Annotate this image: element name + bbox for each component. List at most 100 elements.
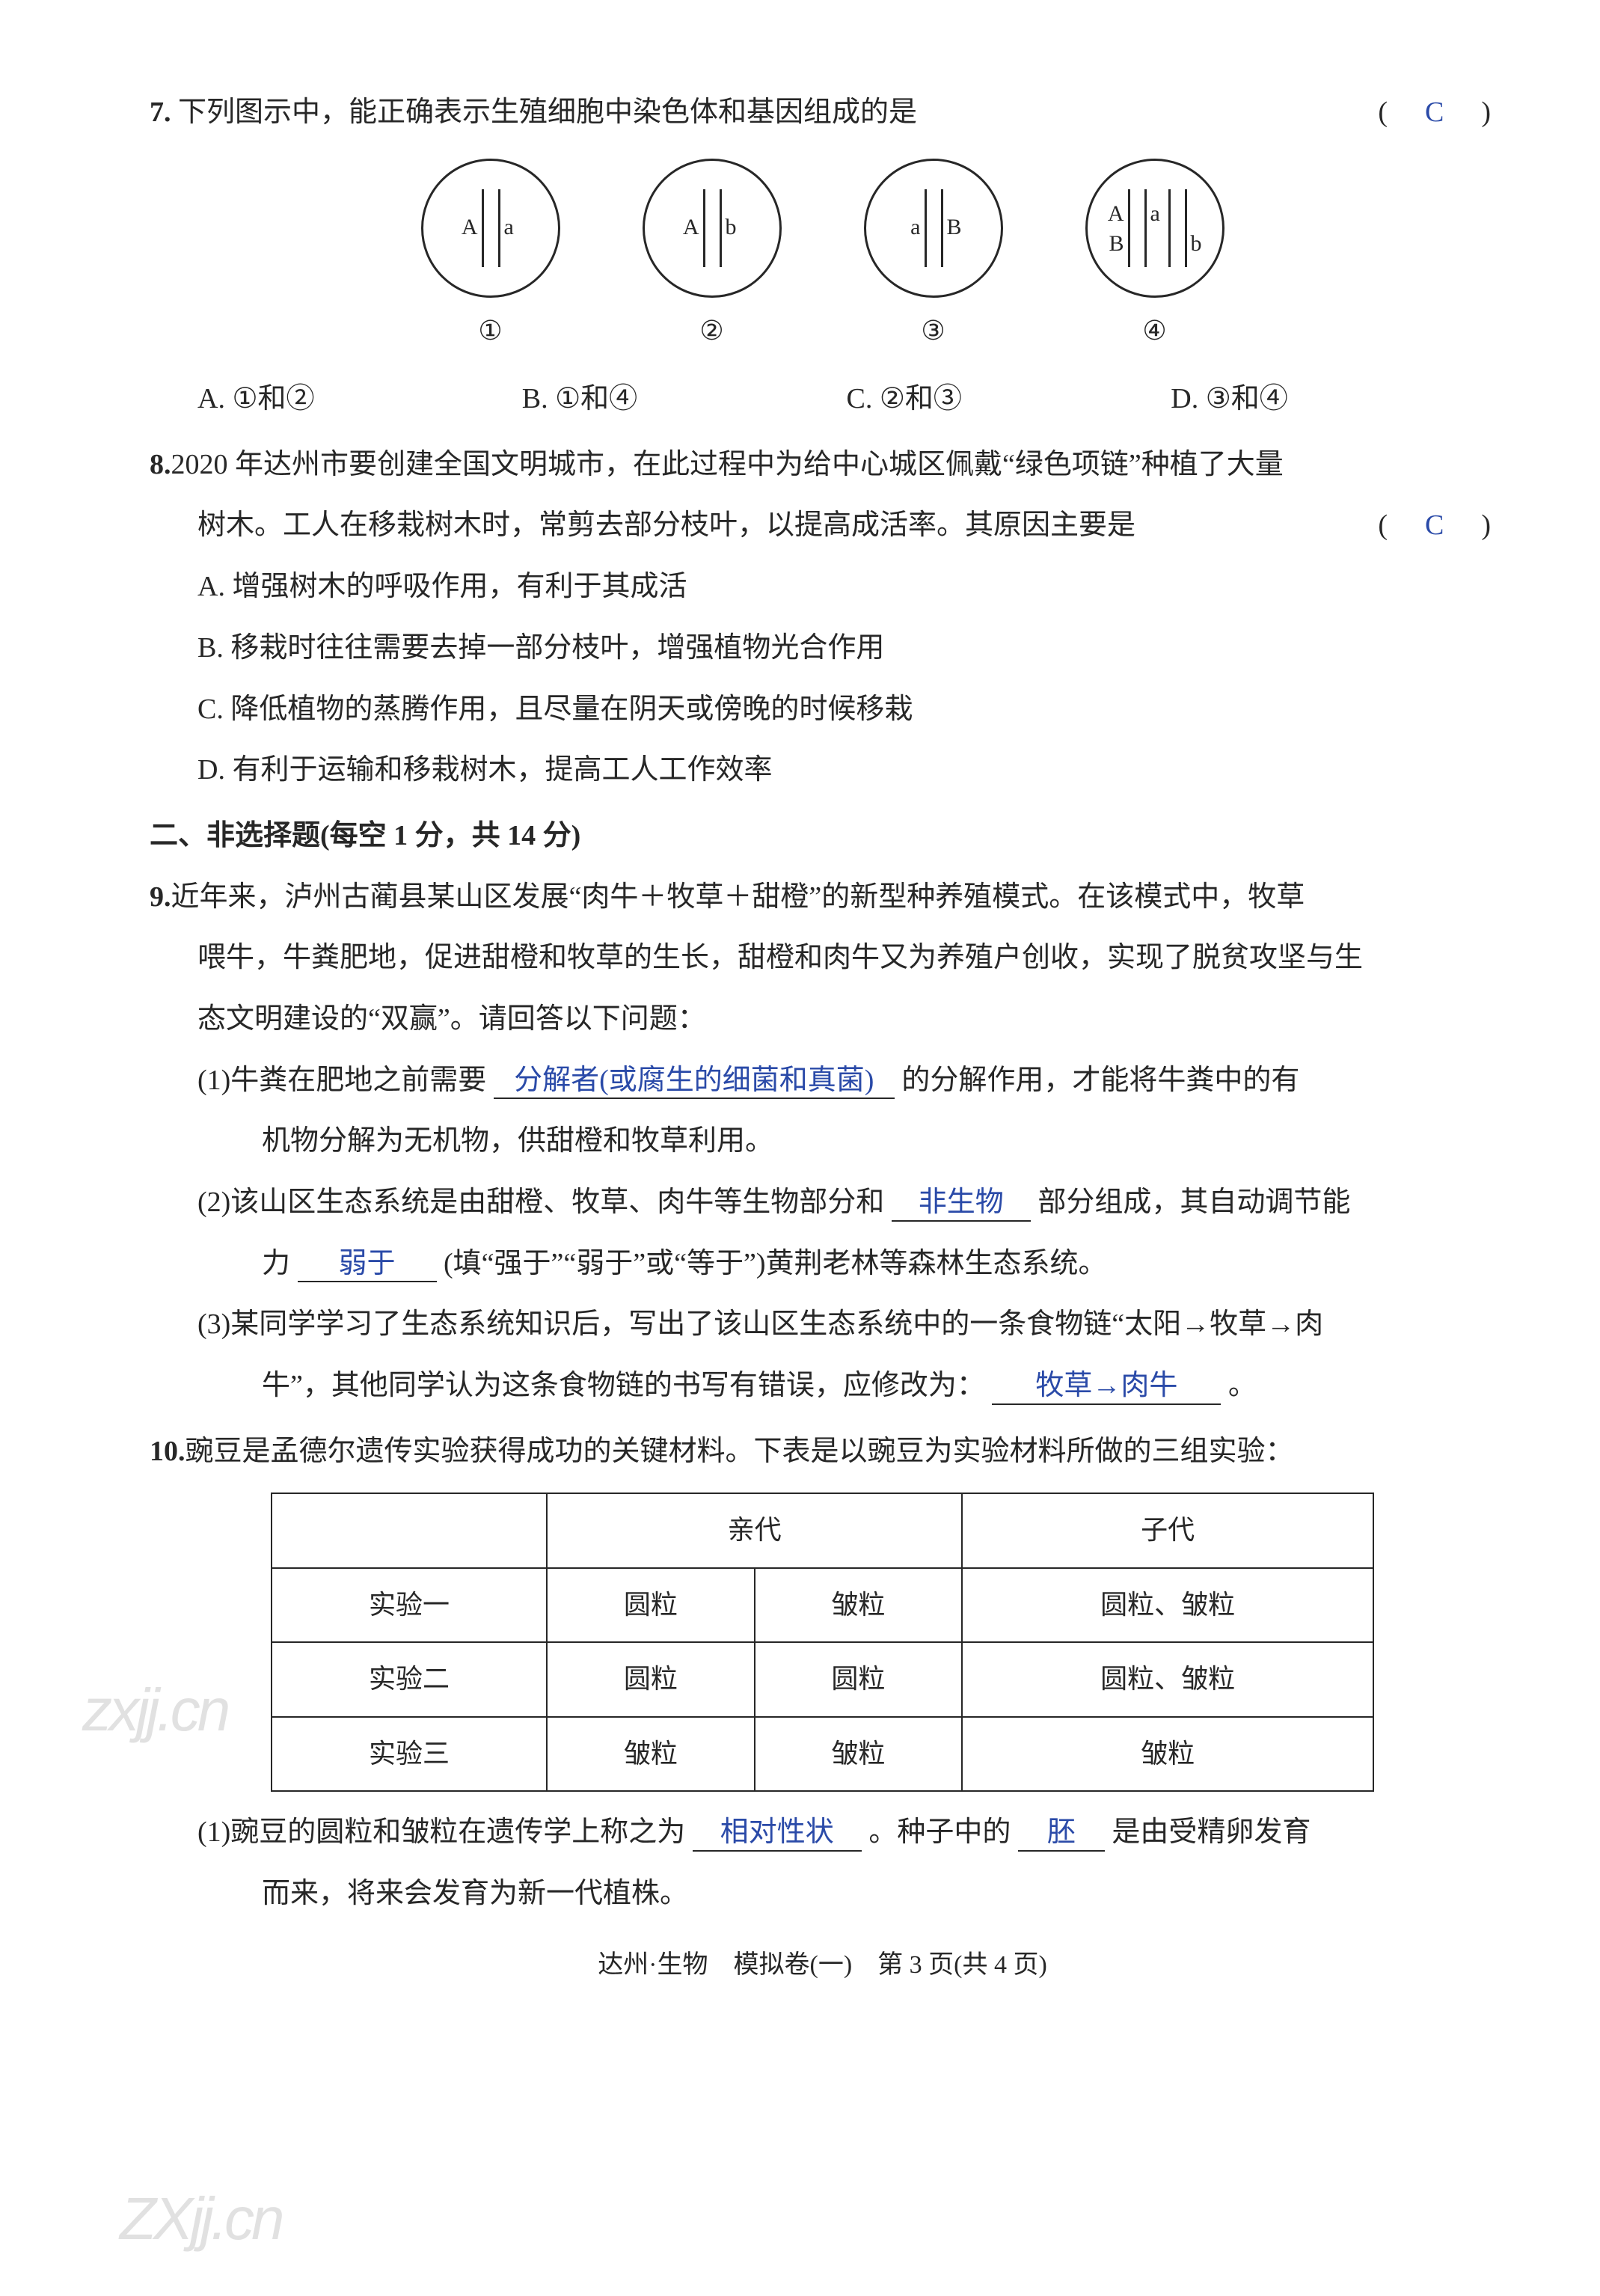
q9-s2-blank2: 弱于 — [298, 1247, 437, 1283]
q8-opt-a: A. 增强树木的呼吸作用，有利于其成活 — [197, 557, 1495, 618]
td: 圆粒、皱粒 — [962, 1642, 1373, 1716]
allele-label: b — [1191, 233, 1202, 255]
q7-opt-a: A. ①和② — [197, 369, 522, 430]
q9-stemC: 态文明建设的“双赢”。请回答以下问题： — [197, 989, 1495, 1050]
td: 实验一 — [272, 1568, 547, 1642]
q9-stemB: 喂牛，牛粪肥地，促进甜橙和牧草的生长，甜橙和肉牛又为养殖户创收，实现了脱贫攻坚与… — [197, 928, 1495, 989]
allele-label: a — [1150, 203, 1160, 225]
q8-opt-c: C. 降低植物的蒸腾作用，且尽量在阴天或傍晚的时候移栽 — [197, 679, 1495, 741]
th-offspring: 子代 — [962, 1493, 1373, 1567]
q7-cell-label: ④ — [1085, 302, 1224, 360]
td: 实验二 — [272, 1642, 547, 1716]
question-7: 7. 下列图示中，能正确表示生殖细胞中染色体和基因组成的是 ( C ) A a … — [150, 82, 1495, 430]
td: 圆粒 — [547, 1642, 754, 1716]
q9-sub3-line2: 牛”，其他同学认为这条食物链的书写有错误，应修改为： 牧草→肉牛 。 — [262, 1356, 1495, 1417]
q10-s1d: 而来，将来会发育为新一代植株。 — [262, 1864, 1495, 1925]
q9-s3c: 。 — [1228, 1370, 1257, 1401]
exam-page: 7. 下列图示中，能正确表示生殖细胞中染色体和基因组成的是 ( C ) A a … — [0, 0, 1600, 2296]
q9-s3-blank: 牧草→肉牛 — [992, 1369, 1221, 1405]
question-9: 9.近年来，泸州古蔺县某山区发展“肉牛＋牧草＋甜橙”的新型种养殖模式。在该模式中… — [150, 867, 1495, 1417]
td: 皱粒 — [547, 1717, 754, 1791]
allele-label: B — [947, 216, 962, 239]
q9-s1c: 机物分解为无机物，供甜橙和牧草利用。 — [262, 1111, 1495, 1172]
section-2-header: 二、非选择题(每空 1 分，共 14 分) — [150, 806, 1495, 867]
q7-opt-b: B. ①和④ — [522, 369, 847, 430]
q8-line1: 8.2020 年达州市要创建全国文明城市，在此过程中为给中心城区佩戴“绿色项链”… — [150, 435, 1495, 496]
q9-s1b: 的分解作用，才能将牛粪中的有 — [901, 1065, 1299, 1096]
q9-s3b: 牛”，其他同学认为这条食物链的书写有错误，应修改为： — [262, 1370, 985, 1401]
q7-opt-c: C. ②和③ — [847, 369, 1171, 430]
q9-stemA: 近年来，泸州古蔺县某山区发展“肉牛＋牧草＋甜橙”的新型种养殖模式。在该模式中，牧… — [171, 881, 1305, 913]
allele-label: B — [1109, 233, 1124, 255]
q8-opt-b: B. 移栽时往往需要去掉一部分枝叶，增强植物光合作用 — [197, 618, 1495, 679]
q9-s2d: (填“强于”“弱于”或“等于”)黄荆老林等森林生态系统。 — [444, 1248, 1107, 1279]
q9-lineA: 9.近年来，泸州古蔺县某山区发展“肉牛＋牧草＋甜橙”的新型种养殖模式。在该模式中… — [150, 867, 1495, 928]
cell-circle-icon: A a — [421, 159, 560, 298]
q7-number: 7. — [150, 97, 171, 128]
q7-cell-label: ② — [643, 302, 782, 360]
allele-label: a — [910, 216, 920, 239]
td: 实验三 — [272, 1717, 547, 1791]
q7-answer: C — [1425, 97, 1448, 128]
q7-cell-label: ③ — [864, 302, 1003, 360]
allele-label: A — [462, 216, 478, 239]
q8-answer-paren: ( C ) — [1378, 495, 1495, 557]
q10-s1a: (1)豌豆的圆粒和皱粒在遗传学上称之为 — [197, 1816, 685, 1848]
table-row: 实验三 皱粒 皱粒 皱粒 — [272, 1717, 1373, 1791]
q9-sub2-line1: (2)该山区生态系统是由甜橙、牧草、肉牛等生物部分和 非生物 部分组成，其自动调… — [197, 1172, 1495, 1234]
q8-options: A. 增强树木的呼吸作用，有利于其成活 B. 移栽时往往需要去掉一部分枝叶，增强… — [197, 557, 1495, 801]
q10-line1: 10.豌豆是孟德尔遗传实验获得成功的关键材料。下表是以豌豆为实验材料所做的三组实… — [150, 1421, 1495, 1483]
allele-label: A — [683, 216, 699, 239]
th-blank — [272, 1493, 547, 1567]
td: 皱粒 — [755, 1568, 962, 1642]
allele-label: a — [504, 216, 514, 239]
q10-number: 10. — [150, 1436, 186, 1467]
q8-stem1: 2020 年达州市要创建全国文明城市，在此过程中为给中心城区佩戴“绿色项链”种植… — [171, 449, 1284, 480]
q10-s1c: 是由受精卵发育 — [1112, 1816, 1311, 1848]
q9-s1a: (1)牛粪在肥地之前需要 — [197, 1065, 486, 1096]
q7-stem: 下列图示中，能正确表示生殖细胞中染色体和基因组成的是 — [178, 97, 917, 128]
td: 圆粒、皱粒 — [962, 1568, 1373, 1642]
cell-circle-icon: AB a b — [1085, 159, 1224, 298]
th-parent: 亲代 — [547, 1493, 962, 1567]
cell-circle-icon: A b — [643, 159, 782, 298]
q9-s2a: (2)该山区生态系统是由甜橙、牧草、肉牛等生物部分和 — [197, 1187, 884, 1218]
allele-label: A — [1108, 203, 1124, 225]
q8-answer: C — [1425, 509, 1448, 541]
q9-s2-blank1: 非生物 — [892, 1186, 1031, 1222]
q7-cell-label: ① — [421, 302, 560, 360]
q9-s1-blank: 分解者(或腐生的细菌和真菌) — [494, 1064, 895, 1100]
q7-opt-d: D. ③和④ — [1171, 369, 1495, 430]
table-row: 实验一 圆粒 皱粒 圆粒、皱粒 — [272, 1568, 1373, 1642]
q8-stem2: 树木。工人在移栽树木时，常剪去部分枝叶，以提高成活率。其原因主要是 — [197, 509, 1135, 541]
td: 皱粒 — [755, 1717, 962, 1791]
q10-table: 亲代 子代 实验一 圆粒 皱粒 圆粒、皱粒 实验二 圆粒 圆粒 圆粒、皱粒 实验… — [271, 1493, 1374, 1792]
q10-stem: 豌豆是孟德尔遗传实验获得成功的关键材料。下表是以豌豆为实验材料所做的三组实验： — [186, 1436, 1294, 1467]
q7-cell-4: AB a b ④ — [1085, 159, 1224, 360]
q10-s1b: 。种子中的 — [868, 1816, 1011, 1848]
q7-cell-1: A a ① — [421, 159, 560, 360]
question-10: 10.豌豆是孟德尔遗传实验获得成功的关键材料。下表是以豌豆为实验材料所做的三组实… — [150, 1421, 1495, 1925]
q9-s2b: 部分组成，其自动调节能 — [1037, 1187, 1350, 1218]
q9-number: 9. — [150, 881, 171, 913]
q9-sub1-line1: (1)牛粪在肥地之前需要 分解者(或腐生的细菌和真菌) 的分解作用，才能将牛粪中… — [197, 1050, 1495, 1112]
q8-number: 8. — [150, 449, 171, 480]
td: 皱粒 — [962, 1717, 1373, 1791]
q10-sub1-line1: (1)豌豆的圆粒和皱粒在遗传学上称之为 相对性状 。种子中的 胚 是由受精卵发育 — [197, 1802, 1495, 1864]
q10-s1-blank1: 相对性状 — [693, 1816, 862, 1852]
q9-s3a: (3)某同学学习了生态系统知识后，写出了该山区生态系统中的一条食物链“太阳→牧草… — [197, 1294, 1495, 1356]
q7-diagram-row: A a ① A b ② a B ③ — [150, 159, 1495, 360]
q10-s1-blank2: 胚 — [1018, 1816, 1105, 1852]
q7-stem-line: 7. 下列图示中，能正确表示生殖细胞中染色体和基因组成的是 ( C ) — [150, 82, 1495, 144]
td: 圆粒 — [547, 1568, 754, 1642]
watermark: ZXjj.cn — [120, 2155, 282, 2283]
q8-line2: 树木。工人在移栽树木时，常剪去部分枝叶，以提高成活率。其原因主要是 ( C ) — [197, 495, 1495, 557]
q8-opt-d: D. 有利于运输和移栽树木，提高工人工作效率 — [197, 740, 1495, 801]
table-row: 实验二 圆粒 圆粒 圆粒、皱粒 — [272, 1642, 1373, 1716]
q7-cell-2: A b ② — [643, 159, 782, 360]
cell-circle-icon: a B — [864, 159, 1003, 298]
allele-label: b — [726, 216, 737, 239]
q7-options: A. ①和② B. ①和④ C. ②和③ D. ③和④ — [197, 369, 1495, 430]
q9-s2c: 力 — [262, 1248, 290, 1279]
table-head-row: 亲代 子代 — [272, 1493, 1373, 1567]
